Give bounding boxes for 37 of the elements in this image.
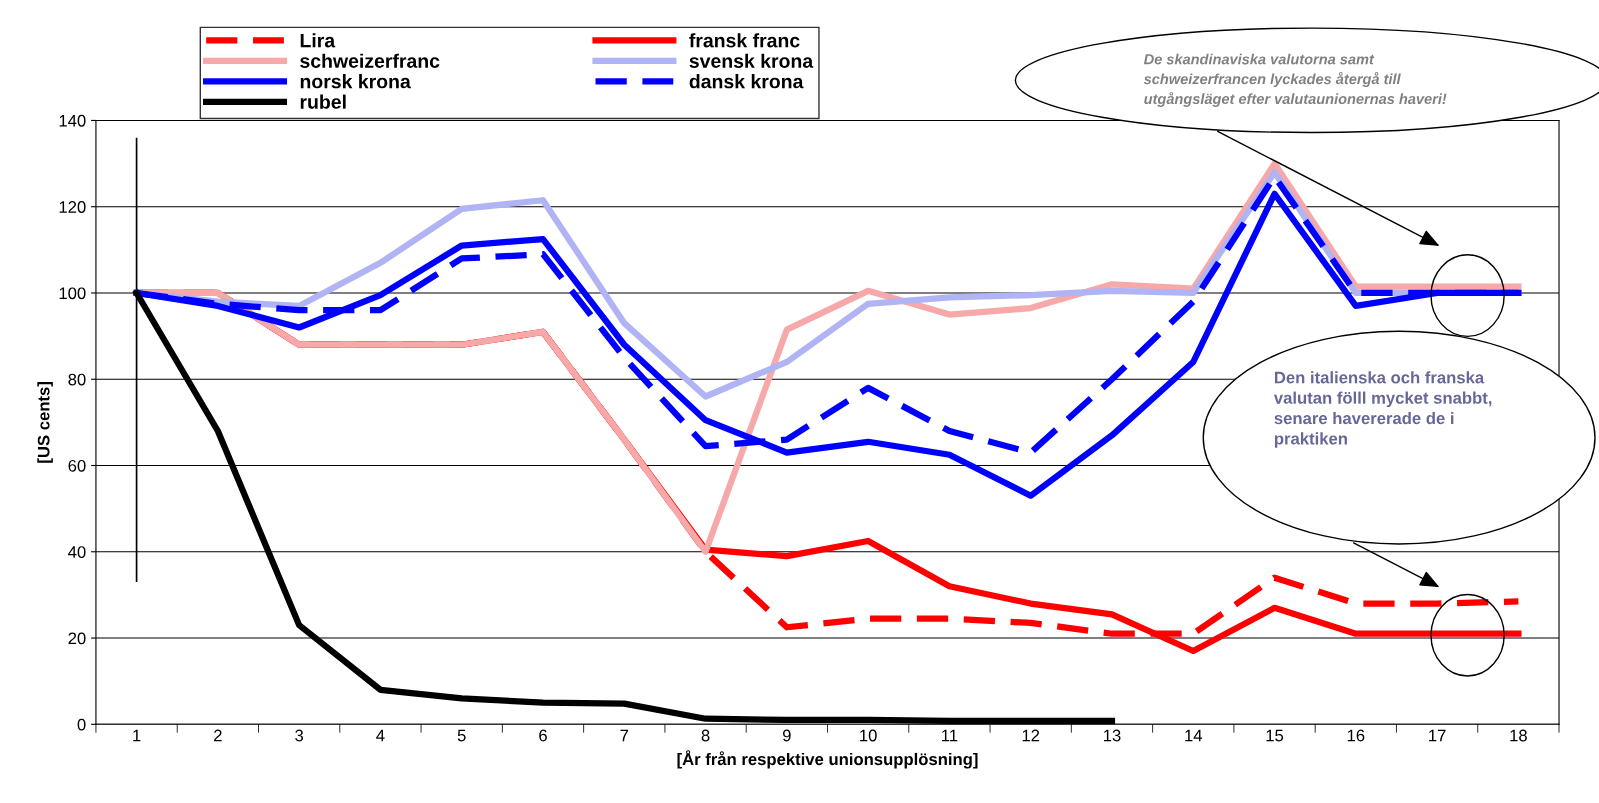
y-tick-label: 0 [77,718,86,731]
x-tick-label: 5 [457,729,466,742]
x-tick-label: 11 [942,729,958,742]
legend-label: Lira [300,33,336,48]
x-tick-label: 16 [1347,729,1365,742]
x-tick-label: 8 [701,729,710,742]
x-tick-label: 3 [295,729,304,742]
x-tick-label: 12 [1022,729,1040,742]
legend-label: svensk krona [689,53,814,68]
legend-label: dansk krona [689,74,804,89]
x-tick-label: 15 [1266,729,1284,742]
x-tick-label: 17 [1429,729,1446,742]
x-tick-label: 2 [214,729,222,742]
legend-label: fransk franc [689,33,800,48]
x-tick-label: 10 [860,729,877,742]
text: De skandinaviska valutorna samt schweizerfrancen lyckades återgå till utgångsläget efter valutaunionernas haveri! [1143,53,1447,107]
x-tick-label: 13 [1103,729,1121,742]
legend-label: rubel [300,94,346,109]
x-tick-label: 9 [782,729,791,742]
annotation: Den italienska och franska valutan fölll mycket snabbt, senare havererade de i praktiken [1273,371,1492,448]
x-tick-label: 18 [1510,729,1527,742]
y-tick-label: 140 [59,114,86,127]
y-tick-label: 60 [68,459,86,472]
y-tick-label: 40 [68,546,86,558]
x-tick-label: 1 [133,729,141,742]
y-axis-title: [US cents] [37,382,53,463]
y-tick-label: 100 [59,287,86,300]
x-tick-label: 4 [376,729,385,742]
y-tick-label: 120 [59,201,86,213]
x-tick-label: 7 [620,729,629,742]
y-tick-label: 20 [68,632,86,645]
x-axis-title: [År från respektive unionsupplösning] [677,750,978,769]
y-tick-label: 80 [68,373,86,386]
legend-label: schweizerfranc [300,53,440,68]
legend-label: norsk krona [300,74,411,89]
x-tick-label: 6 [539,729,547,742]
x-tick-label: 14 [1185,729,1203,742]
